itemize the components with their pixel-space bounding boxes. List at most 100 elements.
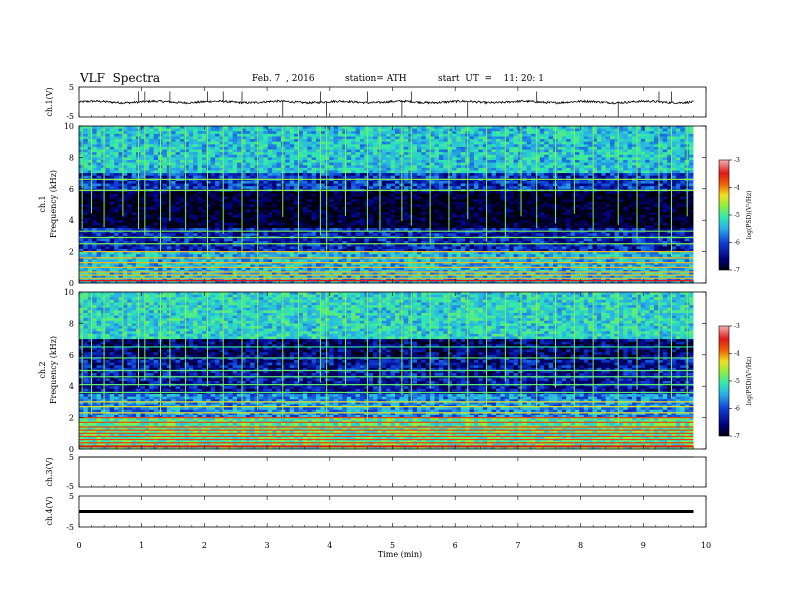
spectrogram-cell — [228, 196, 234, 200]
spectrogram-cell — [232, 199, 238, 203]
spectrogram-cell — [408, 199, 413, 203]
spectrogram-cell — [618, 136, 624, 140]
spectrogram-cell — [267, 154, 273, 158]
spectrogram-cell — [355, 160, 361, 164]
spectrogram-cell — [390, 144, 396, 148]
spectrogram-cell — [570, 167, 576, 171]
spectrogram-cell — [241, 128, 247, 132]
spectrogram-cell — [342, 126, 348, 130]
spectrogram-cell — [109, 165, 115, 169]
spectrogram-cell — [605, 196, 611, 200]
spectrogram-cell — [579, 157, 585, 161]
spectrogram-cell — [276, 199, 282, 203]
spectrogram-cell — [114, 160, 119, 164]
spectrogram-cell — [592, 152, 598, 156]
spectrogram-cell — [206, 214, 212, 218]
spectrogram-cell — [491, 136, 497, 140]
spectrogram-cell — [109, 139, 115, 143]
spectrogram-cell — [500, 139, 506, 143]
spectrogram-cell — [206, 167, 212, 171]
spectrogram-cell — [531, 152, 536, 156]
spectrogram-cell — [574, 146, 580, 150]
spectrogram-cell — [364, 131, 370, 135]
spectrogram-cell — [456, 165, 462, 169]
spectrogram-cell — [329, 180, 334, 184]
spectrogram-cell — [210, 131, 216, 135]
spectrogram-cell — [381, 186, 387, 190]
spectrogram-cell — [267, 175, 273, 179]
spectrogram-cell — [614, 139, 620, 143]
spectrogram-cell — [79, 160, 84, 164]
spectrogram-cell — [386, 160, 392, 164]
spectrogram-cell — [689, 214, 694, 218]
spectrogram-cell — [232, 160, 238, 164]
spectrogram-cell — [215, 204, 220, 208]
spectrogram-cell — [250, 160, 255, 164]
spectrogram-cell — [430, 191, 435, 195]
spectrogram-cell — [504, 170, 510, 174]
spectrogram-cell — [522, 183, 528, 187]
spectrogram-cell — [333, 194, 339, 198]
spectrogram-cell — [381, 175, 387, 179]
spectrogram-cell — [232, 139, 238, 143]
spectrogram-cell — [456, 199, 462, 203]
spectrogram-cell — [645, 162, 650, 166]
spectrogram-cell — [579, 144, 585, 148]
spectrogram-cell — [228, 191, 234, 195]
spectrogram-cell — [574, 133, 580, 137]
spectrogram-cell — [118, 217, 124, 221]
spectrogram-cell — [294, 152, 299, 156]
spectrogram-cell — [245, 196, 251, 200]
spectrogram-cell — [355, 173, 361, 177]
spectrogram-cell — [495, 144, 501, 148]
spectrogram-cell — [579, 133, 585, 137]
spectrogram-cell — [144, 131, 150, 135]
spectrogram-cell — [254, 139, 260, 143]
spectrogram-cell — [140, 173, 146, 177]
spectrogram-cell — [566, 204, 571, 208]
spectrogram-cell — [162, 186, 168, 190]
spectrogram-cell — [92, 201, 97, 205]
spectrogram-cell — [513, 154, 519, 158]
spectrogram-cell — [535, 212, 541, 216]
spectrogram-cell — [574, 144, 580, 148]
spectrogram-cell — [645, 149, 650, 153]
spectrogram-cell — [263, 167, 269, 171]
spectrogram-cell — [193, 133, 198, 137]
spectrogram-cell — [228, 139, 234, 143]
spectrogram-cell — [487, 199, 492, 203]
spectrogram-cell — [241, 175, 247, 179]
spectrogram-cell — [320, 146, 326, 150]
spectrogram-cell — [531, 154, 536, 158]
spectrogram-cell — [364, 167, 370, 171]
spectrogram-cell — [373, 191, 378, 195]
spectrogram-cell — [583, 131, 589, 135]
spectrogram-cell — [627, 128, 633, 132]
spectrogram-cell — [333, 204, 339, 208]
spectrogram-cell — [513, 157, 519, 161]
spectrogram-cell — [667, 196, 672, 200]
spectrogram-cell — [197, 204, 203, 208]
spectrogram-cell — [316, 180, 321, 184]
spectrogram-cell — [491, 162, 497, 166]
spectrogram-cell — [329, 194, 334, 198]
spectrogram-cell — [614, 204, 620, 208]
spectrogram-cell — [368, 204, 374, 208]
spectrogram-cell — [588, 170, 593, 174]
spectrogram-cell — [618, 149, 624, 153]
spectrogram-cell — [118, 149, 124, 153]
spectrogram-cell — [280, 196, 286, 200]
spectrogram-cell — [83, 212, 89, 216]
spectrogram-cell — [237, 154, 242, 158]
spectrogram-cell — [526, 167, 532, 171]
spectrogram-cell — [509, 186, 514, 190]
spectrogram-cell — [184, 196, 190, 200]
spectrogram-cell — [223, 162, 229, 166]
spectrogram-cell — [596, 212, 602, 216]
spectrogram-cell — [83, 175, 89, 179]
spectrogram-cell — [535, 139, 541, 143]
spectrogram-cell — [605, 160, 611, 164]
spectrogram-cell — [166, 196, 172, 200]
spectrogram-cell — [127, 180, 133, 184]
spectrogram-cell — [298, 167, 304, 171]
